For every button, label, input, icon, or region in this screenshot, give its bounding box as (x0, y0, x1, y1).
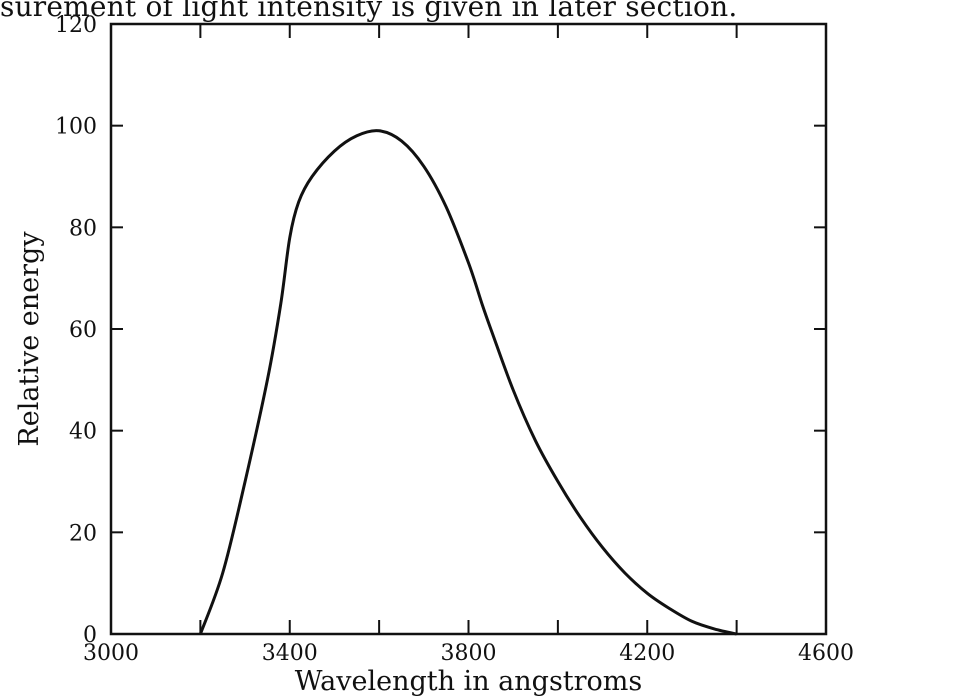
y-tick-label: 100 (55, 115, 97, 140)
x-tick-label: 3000 (83, 641, 139, 666)
y-tick-label: 40 (69, 420, 97, 445)
y-tick-label: 20 (69, 521, 97, 546)
x-tick-label: 4200 (619, 641, 675, 666)
y-tick-label: 120 (55, 13, 97, 38)
y-tick-label: 80 (69, 216, 97, 241)
x-tick-label: 4600 (798, 641, 854, 666)
x-tick-label: 3800 (441, 641, 497, 666)
plot-frame (109, 22, 828, 636)
caption-text: surement of light intensity is given in … (0, 0, 738, 23)
y-tick-label: 60 (69, 318, 97, 343)
y-axis-label: Relative energy (14, 231, 45, 447)
x-axis-label: Wavelength in angstroms (295, 666, 643, 697)
y-tick-label: 0 (83, 623, 97, 648)
x-tick-label: 3400 (262, 641, 318, 666)
energy-curve (198, 129, 737, 636)
